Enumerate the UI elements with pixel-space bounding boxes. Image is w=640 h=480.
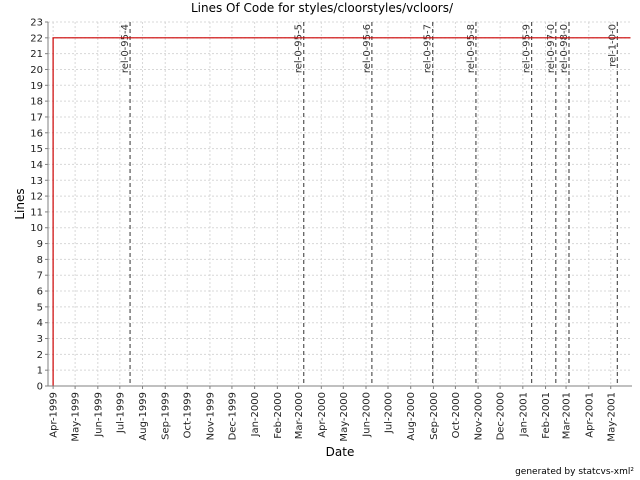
x-tick-label: Jun-1999 — [93, 392, 104, 438]
x-tick-label: May-1999 — [71, 392, 82, 442]
release-tag-label: rel-1-0-0 — [607, 24, 618, 67]
y-tick-label: 9 — [37, 239, 43, 250]
x-tick-label: Jan-2000 — [250, 392, 261, 437]
series — [52, 37, 631, 386]
grid — [48, 21, 632, 387]
y-tick-label: 17 — [30, 112, 43, 123]
release-tag-label: rel-0-95-8 — [466, 24, 477, 73]
y-tick-label: 8 — [37, 255, 43, 266]
y-tick-label: 4 — [37, 318, 43, 329]
series-line — [52, 37, 631, 386]
y-tick-label: 10 — [30, 223, 43, 234]
x-tick-label: Nov-1999 — [205, 392, 216, 440]
x-tick-label: Aug-2000 — [406, 392, 417, 441]
y-tick-label: 13 — [30, 176, 43, 187]
plot-area — [48, 22, 632, 386]
y-tick-label: 1 — [37, 366, 43, 377]
y-tick-label: 18 — [30, 97, 43, 108]
y-tick-label: 5 — [37, 302, 43, 313]
x-tick-label: Apr-1999 — [49, 392, 60, 438]
generator-credit: generated by statcvs-xml² — [515, 467, 634, 477]
y-axis-label: Lines — [13, 188, 27, 219]
y-tick-label: 7 — [37, 271, 43, 282]
y-tick-label: 14 — [30, 160, 43, 171]
y-tick-label: 2 — [37, 350, 43, 361]
release-tag-label: rel-0-95-7 — [423, 24, 434, 73]
release-tag-label: rel-0-95-6 — [362, 24, 373, 73]
release-tag-label: rel-0-95-5 — [294, 24, 305, 73]
y-tick-label: 15 — [30, 144, 43, 155]
y-tick-label: 19 — [30, 81, 43, 92]
x-tick-label: Dec-2000 — [496, 392, 507, 440]
x-tick-label: Feb-2001 — [541, 392, 552, 439]
y-tick-label: 3 — [37, 334, 43, 345]
release-tag-label: rel-0-98-0 — [559, 24, 570, 73]
release-tag-label: rel-0-95-9 — [522, 24, 533, 73]
x-tick-label: Jun-2000 — [362, 392, 373, 438]
x-tick-label: Jul-1999 — [115, 392, 126, 434]
x-tick-label: Sep-2000 — [429, 392, 440, 440]
x-tick-label: Feb-2000 — [273, 392, 284, 439]
x-tick-label: Dec-1999 — [227, 392, 238, 440]
x-tick-label: Oct-2000 — [451, 392, 462, 438]
x-tick-label: Sep-1999 — [161, 392, 172, 440]
y-tick-label: 16 — [30, 128, 43, 139]
x-tick-label: May-2001 — [606, 392, 617, 442]
x-tick-label: Apr-2000 — [317, 392, 328, 438]
x-tick-label: Apr-2001 — [584, 392, 595, 438]
y-tick-label: 20 — [30, 65, 43, 76]
release-tag-label: rel-0-97-0 — [546, 24, 557, 73]
x-tick-label: Aug-1999 — [138, 392, 149, 441]
y-tick-label: 22 — [30, 33, 43, 44]
y-tick-label: 21 — [30, 49, 43, 60]
y-tick-label: 0 — [37, 382, 43, 393]
y-tick-label: 11 — [30, 207, 43, 218]
chart-title: Lines Of Code for styles/cloorstyles/vcl… — [191, 1, 454, 15]
y-tick-label: 6 — [37, 287, 43, 298]
x-tick-label: Mar-2000 — [294, 392, 305, 439]
release-tag-label: rel-0-95-4 — [120, 24, 131, 73]
y-tick-label: 12 — [30, 192, 43, 203]
x-tick-label: Oct-1999 — [183, 392, 194, 438]
release-tags: rel-0-95-4 rel-0-95-5 rel-0-95-6 rel-0-95-7… — [120, 22, 618, 386]
x-tick-label: Nov-2000 — [474, 392, 485, 440]
x-tick-labels: Apr-1999 May-1999 Jun-1999 Jul-1999 Aug-1999… — [49, 392, 618, 442]
x-tick-label: May-2000 — [339, 392, 350, 442]
axes — [45, 21, 632, 389]
x-axis-label: Date — [326, 445, 355, 459]
x-tick-label: Jan-2001 — [518, 392, 529, 437]
x-tick-label: Mar-2001 — [562, 392, 573, 439]
x-tick-label: Jul-2000 — [383, 392, 394, 434]
y-tick-label: 23 — [30, 18, 43, 29]
